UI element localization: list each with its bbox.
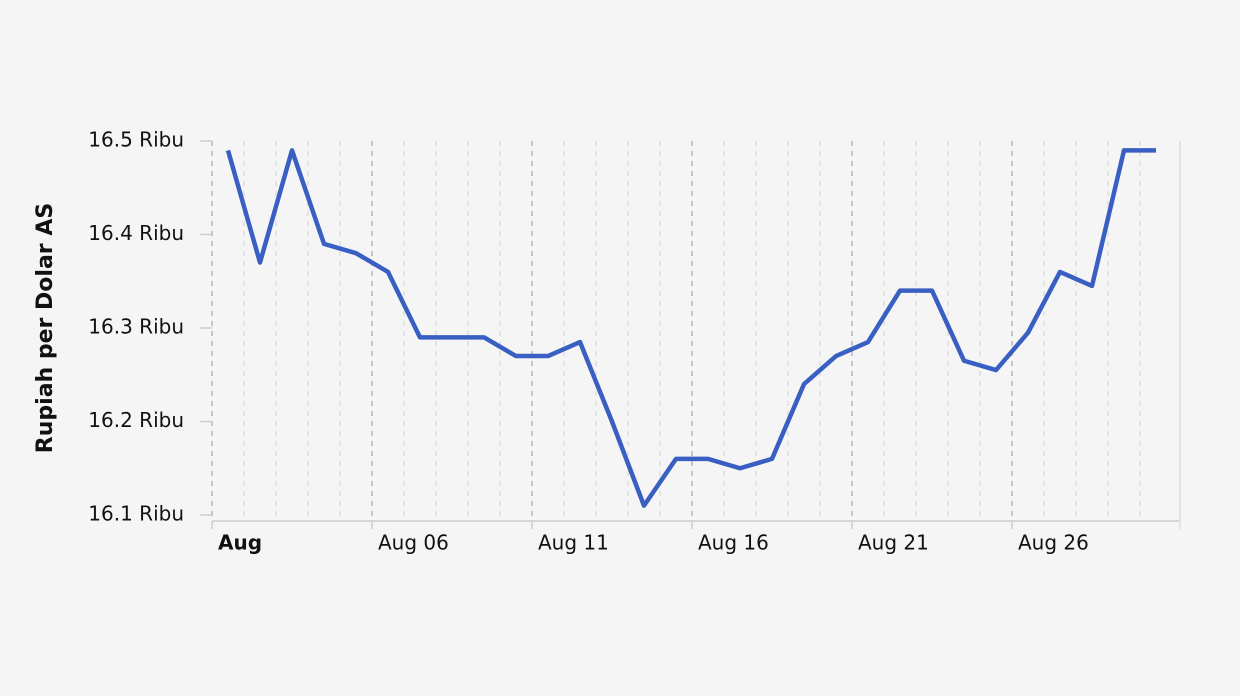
y-tick-label: 16.3 Ribu [88,315,184,339]
data-line [225,148,1156,508]
y-tick-label: 16.4 Ribu [88,221,184,245]
x-tick-label: Aug 26 [1018,531,1089,555]
x-tick-label: Aug 06 [378,531,449,555]
x-tick-label: Aug 21 [858,531,929,555]
x-tick-label: Aug [218,531,262,555]
x-tick-label: Aug 11 [538,531,609,555]
y-axis-label: Rupiah per Dolar AS [33,203,58,453]
y-tick-label: 16.1 Ribu [88,502,184,526]
y-tick-label: 16.2 Ribu [88,408,184,432]
x-tick-label: Aug 16 [698,531,769,555]
y-tick-label: 16.5 Ribu [88,128,184,152]
